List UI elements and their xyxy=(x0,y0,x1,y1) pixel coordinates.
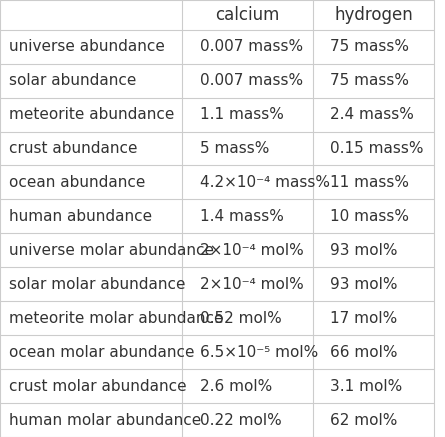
Text: 0.007 mass%: 0.007 mass% xyxy=(200,73,303,88)
Text: human molar abundance: human molar abundance xyxy=(9,413,201,427)
Text: 75 mass%: 75 mass% xyxy=(330,39,409,54)
Text: 17 mol%: 17 mol% xyxy=(330,311,397,326)
Text: solar molar abundance: solar molar abundance xyxy=(9,277,185,292)
Text: 75 mass%: 75 mass% xyxy=(330,73,409,88)
Text: crust abundance: crust abundance xyxy=(9,141,137,156)
Text: 1.4 mass%: 1.4 mass% xyxy=(200,209,283,224)
Text: universe abundance: universe abundance xyxy=(9,39,165,54)
Text: 4.2×10⁻⁴ mass%: 4.2×10⁻⁴ mass% xyxy=(200,175,330,190)
Text: 10 mass%: 10 mass% xyxy=(330,209,409,224)
Text: 0.52 mol%: 0.52 mol% xyxy=(200,311,282,326)
Text: 66 mol%: 66 mol% xyxy=(330,345,397,360)
Text: solar abundance: solar abundance xyxy=(9,73,136,88)
Text: universe molar abundance: universe molar abundance xyxy=(9,243,214,258)
Text: 0.15 mass%: 0.15 mass% xyxy=(330,141,424,156)
Text: 2×10⁻⁴ mol%: 2×10⁻⁴ mol% xyxy=(200,243,303,258)
Text: human abundance: human abundance xyxy=(9,209,152,224)
Text: meteorite abundance: meteorite abundance xyxy=(9,107,174,122)
Text: 2.6 mol%: 2.6 mol% xyxy=(200,378,272,394)
Text: 62 mol%: 62 mol% xyxy=(330,413,397,427)
Text: ocean molar abundance: ocean molar abundance xyxy=(9,345,194,360)
Text: 6.5×10⁻⁵ mol%: 6.5×10⁻⁵ mol% xyxy=(200,345,318,360)
Text: crust molar abundance: crust molar abundance xyxy=(9,378,186,394)
Text: calcium: calcium xyxy=(215,6,280,24)
Text: 0.007 mass%: 0.007 mass% xyxy=(200,39,303,54)
Text: 11 mass%: 11 mass% xyxy=(330,175,409,190)
Text: 93 mol%: 93 mol% xyxy=(330,277,397,292)
Text: 1.1 mass%: 1.1 mass% xyxy=(200,107,283,122)
Text: 2.4 mass%: 2.4 mass% xyxy=(330,107,414,122)
Text: 0.22 mol%: 0.22 mol% xyxy=(200,413,282,427)
Text: 93 mol%: 93 mol% xyxy=(330,243,397,258)
Text: meteorite molar abundance: meteorite molar abundance xyxy=(9,311,223,326)
Text: hydrogen: hydrogen xyxy=(334,6,413,24)
Text: 2×10⁻⁴ mol%: 2×10⁻⁴ mol% xyxy=(200,277,303,292)
Text: 5 mass%: 5 mass% xyxy=(200,141,269,156)
Text: 3.1 mol%: 3.1 mol% xyxy=(330,378,402,394)
Text: ocean abundance: ocean abundance xyxy=(9,175,145,190)
